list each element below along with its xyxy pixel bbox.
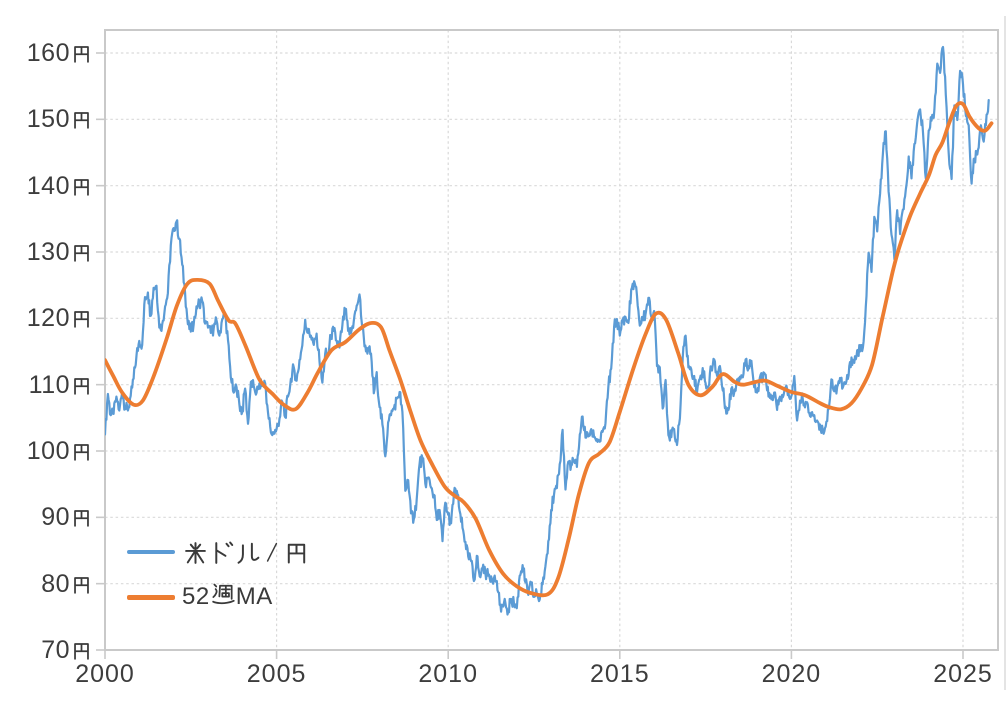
x-axis-label-2015: 2015 — [589, 660, 650, 688]
y-axis-label-number: 140 — [26, 171, 70, 200]
plot-border — [104, 29, 999, 651]
y-axis-label-150yen: 150 — [0, 104, 92, 134]
yen-kanji-glyph — [74, 643, 89, 660]
y-axis-label-90yen: 90 — [0, 502, 92, 532]
legend-line-usdjpy — [127, 549, 175, 555]
y-axis-label-140yen: 140 — [0, 171, 92, 201]
y-axis-label-80yen: 80 — [0, 569, 92, 599]
legend-label-52wma-number: 52 — [182, 583, 210, 610]
legend-label-52wma-ma: MA — [235, 583, 273, 610]
x-axis-label-2005: 2005 — [246, 660, 307, 688]
yen-kanji-glyph — [74, 510, 89, 528]
x-axis-label-2020: 2020 — [761, 660, 822, 688]
x-axis-label-2010: 2010 — [418, 660, 478, 688]
yen-kanji-glyph — [74, 576, 89, 594]
ru-katakana-glyph — [237, 542, 259, 564]
y-axis-label-number: 130 — [26, 238, 70, 266]
series-usdjpy-line — [105, 45, 990, 616]
yen-kanji-glyph — [287, 543, 305, 563]
y-axis-label-100yen: 100 — [0, 436, 92, 466]
y-axis-label-110yen: 110 — [0, 370, 92, 400]
yen-kanji-glyph — [74, 444, 89, 461]
y-axis-label-number: 150 — [26, 105, 70, 134]
slash-glyph — [266, 542, 277, 562]
week-kanji-glyph — [210, 581, 236, 613]
y-axis-label-70yen: 70 — [0, 635, 92, 665]
x-axis-label-2025: 2025 — [933, 660, 993, 688]
y-axis-label-number: 160 — [26, 39, 70, 67]
do-katakana-glyph — [214, 541, 233, 564]
legend-line-52wma — [127, 594, 175, 600]
y-axis-label-130yen: 130 — [0, 237, 92, 267]
kome-kanji-glyph — [184, 541, 206, 564]
yen-kanji-glyph — [74, 46, 89, 63]
legend-label-usdjpy — [182, 540, 309, 565]
y-axis-label-number: 90 — [41, 503, 70, 532]
yen-kanji-glyph — [74, 245, 89, 262]
y-axis-label-number: 100 — [26, 437, 70, 465]
legend-label-52wma: 52 MA — [182, 581, 273, 613]
y-axis-label-number: 110 — [28, 370, 70, 399]
legend-item-usdjpy — [127, 536, 309, 568]
x-axis-label-2000: 2000 — [75, 660, 135, 688]
week-kanji-glyph — [212, 583, 235, 605]
y-axis-label-number: 80 — [41, 569, 70, 598]
legend-item-52wma: 52 MA — [127, 581, 273, 613]
series-52wma-line — [105, 101, 994, 598]
yen-kanji-glyph — [74, 112, 89, 130]
yen-kanji-glyph — [74, 311, 89, 329]
yen-kanji-glyph — [74, 178, 89, 196]
y-axis-label-120yen: 120 — [0, 303, 92, 333]
y-axis-label-number: 120 — [26, 304, 70, 333]
yen-kanji-glyph — [74, 377, 89, 395]
y-axis-label-160yen: 160 — [0, 38, 92, 68]
y-axis-label-number: 70 — [41, 636, 70, 664]
